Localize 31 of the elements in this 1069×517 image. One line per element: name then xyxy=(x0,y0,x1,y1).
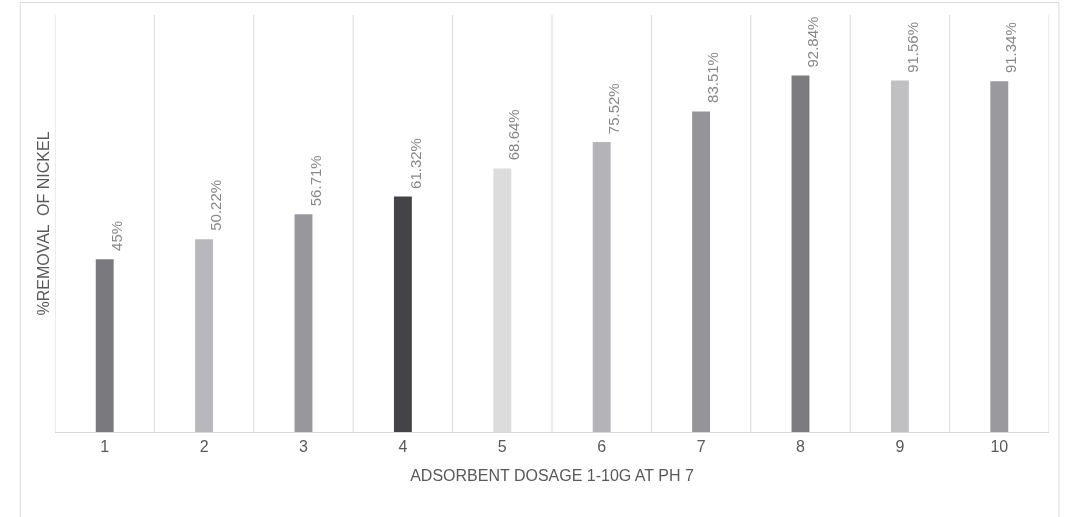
bar xyxy=(692,111,711,432)
data-label: 56.71% xyxy=(306,155,324,207)
x-tick-label: 9 xyxy=(895,438,905,456)
data-label: 68.64% xyxy=(505,109,523,161)
x-tick-label: 10 xyxy=(990,438,1009,456)
x-tick-label: 2 xyxy=(199,438,209,456)
data-label: 83.51% xyxy=(704,52,722,103)
data-label: 75.52% xyxy=(605,83,623,135)
x-tick-label: 8 xyxy=(796,438,806,456)
y-axis-title: %REMOVAL OF NICKEL xyxy=(34,131,52,316)
bar xyxy=(791,75,810,432)
data-label: 92.84% xyxy=(804,16,822,68)
bar xyxy=(890,80,909,432)
x-tick-label: 1 xyxy=(100,438,110,456)
x-tick-label: 7 xyxy=(696,438,706,456)
bar xyxy=(592,142,611,432)
data-label: 91.34% xyxy=(1002,22,1020,74)
x-tick-label: 6 xyxy=(597,438,607,456)
bar xyxy=(294,214,313,432)
bar xyxy=(195,239,214,432)
bar xyxy=(393,196,412,432)
data-label: 61.32% xyxy=(406,138,424,189)
x-tick-label: 5 xyxy=(497,438,507,456)
x-axis-title: ADSORBENT DOSAGE 1-10G AT PH 7 xyxy=(410,466,694,484)
x-tick-label: 4 xyxy=(398,438,408,456)
data-label: 50.22% xyxy=(207,179,225,231)
data-label: 91.56% xyxy=(903,21,921,73)
x-tick-label: 3 xyxy=(299,438,309,456)
data-label: 45% xyxy=(108,220,126,251)
bar xyxy=(990,81,1009,432)
bar xyxy=(95,259,114,432)
